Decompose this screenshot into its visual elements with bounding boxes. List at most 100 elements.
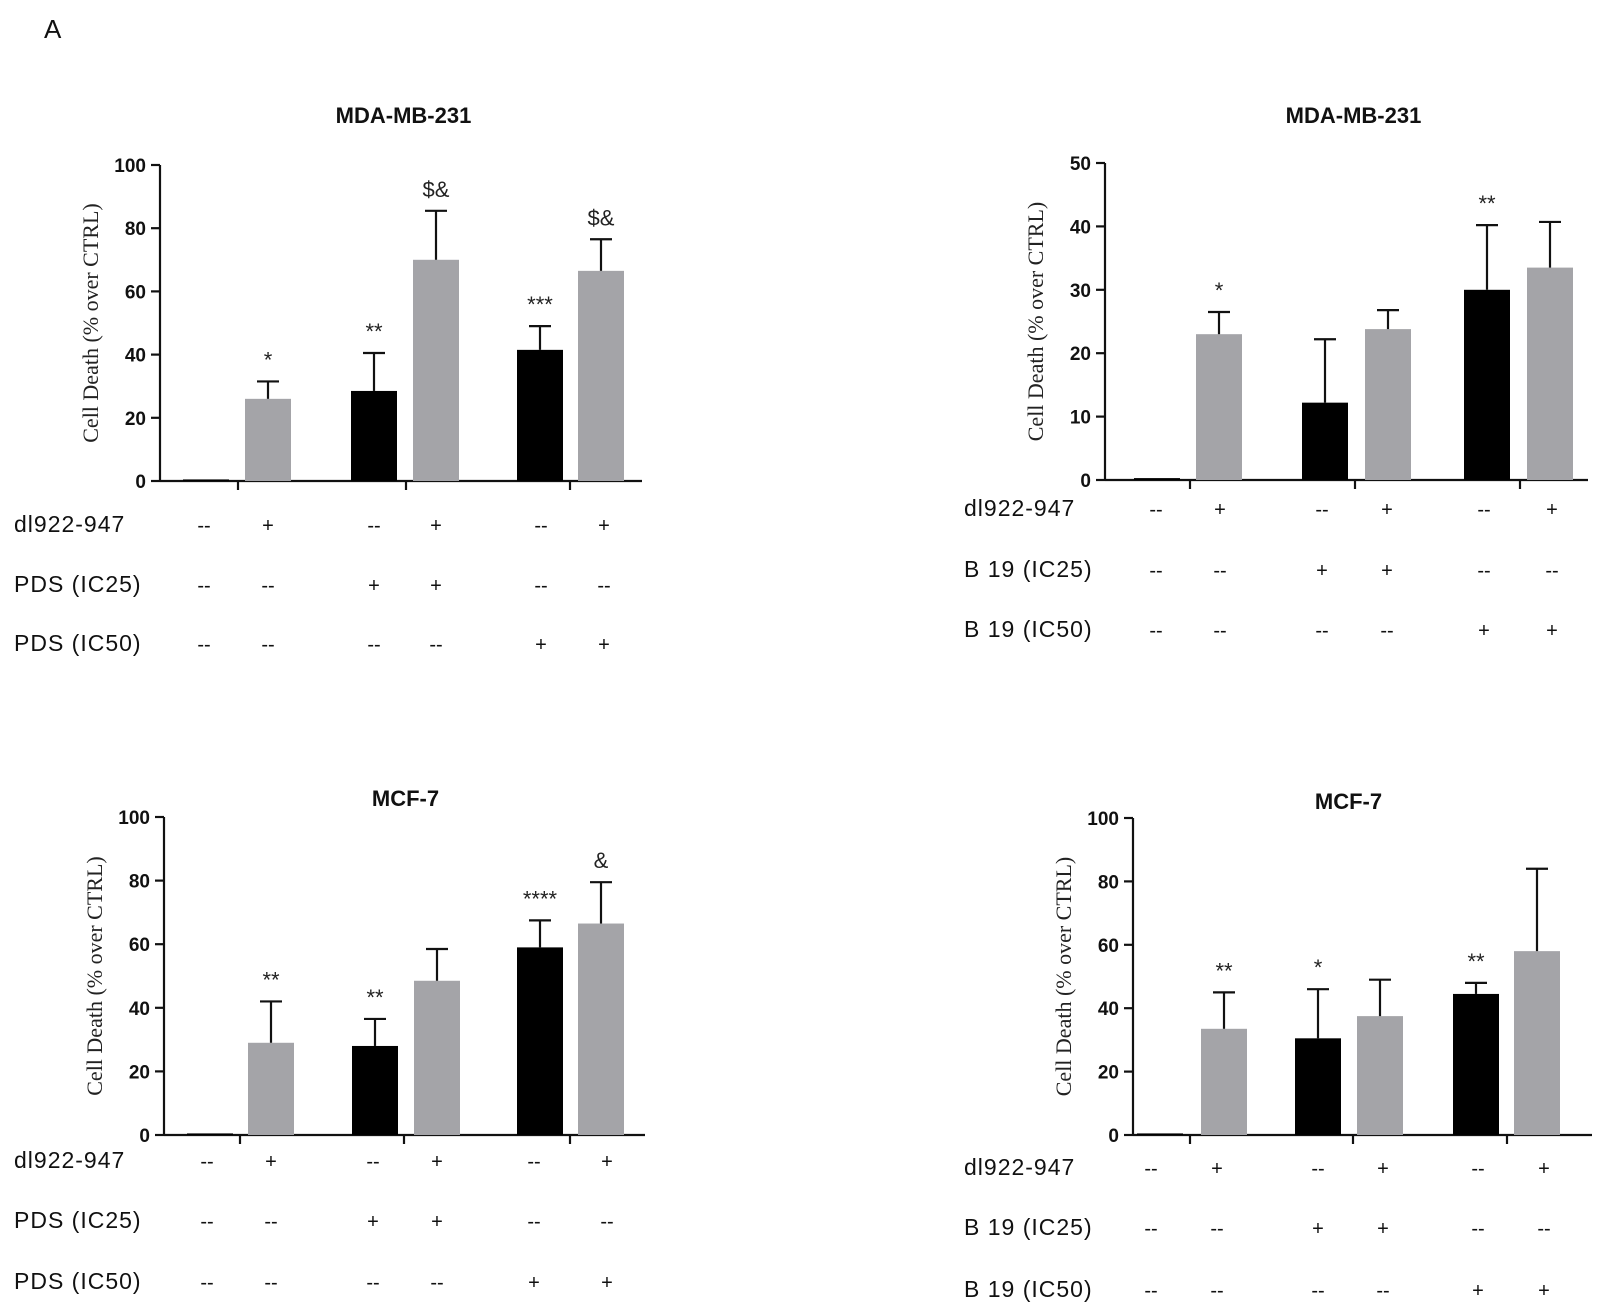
bar: [578, 923, 624, 1135]
condition-label: dl922-947: [14, 511, 125, 537]
condition-cell: +: [1538, 1280, 1550, 1302]
condition-cell: +: [1381, 560, 1393, 582]
y-tick-label: 100: [1087, 809, 1119, 830]
significance-annotation: **: [1478, 191, 1496, 216]
condition-cell: +: [1316, 560, 1328, 582]
significance-annotation: $&: [423, 177, 450, 202]
bar: [1453, 993, 1499, 1135]
y-tick-label: 40: [1098, 999, 1119, 1020]
y-tick-label: 30: [1070, 281, 1091, 302]
bar: [1302, 402, 1348, 480]
condition-cell: --: [366, 1272, 379, 1294]
condition-cell: --: [1311, 1158, 1324, 1180]
condition-cell: +: [601, 1272, 613, 1294]
bar: [1464, 289, 1510, 480]
bar: [517, 947, 563, 1135]
chart-title: MDA-MB-231: [1286, 103, 1422, 128]
condition-cell: --: [197, 575, 210, 597]
charts: MDA-MB-231 Cell Death (% over CTRL) 0 20 40 6…: [14, 103, 1592, 1302]
bar: [245, 398, 291, 481]
condition-label: PDS (IC50): [14, 1268, 142, 1294]
y-tick-label: 0: [135, 472, 146, 493]
condition-cell: +: [262, 515, 274, 537]
condition-cell: +: [601, 1151, 613, 1173]
panel-label: A: [44, 14, 62, 44]
condition-cell: --: [1311, 1280, 1324, 1302]
significance-annotation: *: [1314, 955, 1323, 980]
condition-label: PDS (IC25): [14, 1207, 142, 1233]
condition-cell: +: [1478, 620, 1490, 642]
condition-cell: --: [1537, 1218, 1550, 1240]
bar: [248, 1042, 294, 1135]
condition-label: dl922-947: [964, 495, 1075, 521]
condition-label: dl922-947: [964, 1154, 1075, 1180]
condition-cell: +: [1377, 1218, 1389, 1240]
bar: [1357, 1016, 1403, 1135]
y-tick-label: 0: [1080, 471, 1091, 492]
chart-panel-2: MDA-MB-231 Cell Death (% over CTRL) 0 10 20 3…: [964, 103, 1588, 642]
condition-cell: --: [367, 515, 380, 537]
condition-cell: --: [1149, 620, 1162, 642]
condition-cell: +: [1211, 1158, 1223, 1180]
condition-label: B 19 (IC25): [964, 1214, 1093, 1240]
significance-annotation: **: [1467, 949, 1485, 974]
bar: [1196, 334, 1242, 480]
condition-cell: --: [261, 575, 274, 597]
bar: [1134, 478, 1180, 480]
condition-cell: +: [1214, 499, 1226, 521]
condition-cell: --: [197, 515, 210, 537]
condition-label: B 19 (IC50): [964, 1276, 1093, 1302]
condition-label: PDS (IC50): [14, 630, 142, 656]
y-tick-label: 60: [125, 282, 146, 303]
significance-annotation: **: [1215, 958, 1233, 983]
y-tick-label: 0: [139, 1126, 150, 1147]
bar: [183, 479, 229, 481]
y-tick-label: 80: [1098, 872, 1119, 893]
condition-cell: +: [1381, 499, 1393, 521]
condition-cell: --: [600, 1211, 613, 1233]
significance-annotation: **: [365, 319, 383, 344]
condition-cell: --: [264, 1272, 277, 1294]
condition-cell: --: [200, 1272, 213, 1294]
condition-cell: --: [597, 575, 610, 597]
condition-cell: --: [1545, 560, 1558, 582]
bar: [351, 390, 397, 481]
condition-cell: --: [1144, 1158, 1157, 1180]
condition-cell: --: [197, 634, 210, 656]
chart-title: MCF-7: [372, 786, 439, 811]
condition-cell: --: [261, 634, 274, 656]
condition-cell: --: [527, 1211, 540, 1233]
y-tick-label: 80: [129, 872, 150, 893]
condition-cell: +: [535, 634, 547, 656]
condition-cell: +: [1312, 1218, 1324, 1240]
condition-cell: --: [1210, 1280, 1223, 1302]
bar: [1514, 951, 1560, 1135]
condition-cell: +: [1546, 499, 1558, 521]
bar: [187, 1133, 233, 1135]
condition-cell: --: [200, 1151, 213, 1173]
condition-cell: +: [528, 1272, 540, 1294]
bar: [1201, 1028, 1247, 1135]
condition-cell: --: [1477, 560, 1490, 582]
condition-cell: --: [1471, 1218, 1484, 1240]
chart-title: MCF-7: [1315, 789, 1382, 814]
condition-cell: +: [1546, 620, 1558, 642]
significance-annotation: $&: [588, 205, 615, 230]
y-axis-label: Cell Death (% over CTRL): [1023, 202, 1048, 442]
condition-cell: --: [1144, 1280, 1157, 1302]
condition-cell: +: [368, 575, 380, 597]
significance-annotation: **: [262, 967, 280, 992]
condition-cell: +: [367, 1211, 379, 1233]
chart-panel-4: MCF-7 Cell Death (% over CTRL) 0 20 40 60 80 10…: [964, 789, 1592, 1302]
condition-label: dl922-947: [14, 1147, 125, 1173]
condition-cell: --: [430, 1272, 443, 1294]
bar: [517, 349, 563, 481]
y-tick-label: 40: [125, 346, 146, 367]
bar: [1295, 1038, 1341, 1135]
condition-cell: --: [1210, 1218, 1223, 1240]
condition-cell: --: [1144, 1218, 1157, 1240]
condition-label: B 19 (IC50): [964, 616, 1093, 642]
condition-cell: +: [1472, 1280, 1484, 1302]
significance-annotation: *: [264, 347, 273, 372]
